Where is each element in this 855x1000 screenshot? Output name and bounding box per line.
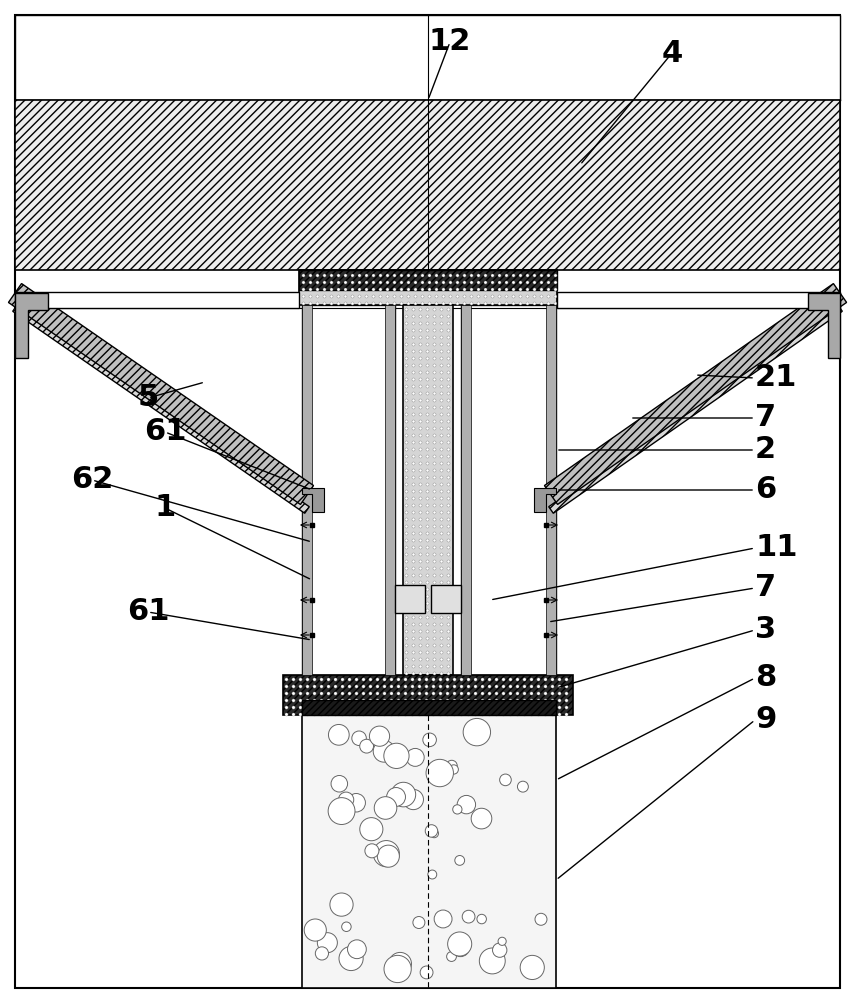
Circle shape bbox=[342, 922, 351, 931]
Polygon shape bbox=[549, 305, 842, 513]
Polygon shape bbox=[13, 305, 310, 513]
Bar bbox=[461, 305, 471, 675]
Circle shape bbox=[428, 870, 437, 879]
Bar bbox=[557, 292, 840, 308]
Circle shape bbox=[391, 782, 416, 807]
Circle shape bbox=[446, 952, 457, 961]
Circle shape bbox=[446, 760, 457, 771]
Circle shape bbox=[406, 748, 424, 766]
Bar bbox=[15, 292, 299, 308]
Circle shape bbox=[377, 845, 399, 867]
Bar bbox=[302, 715, 556, 988]
Text: 21: 21 bbox=[755, 363, 798, 392]
Circle shape bbox=[426, 759, 453, 787]
Circle shape bbox=[520, 955, 545, 980]
Bar bbox=[302, 700, 556, 715]
Circle shape bbox=[386, 788, 405, 806]
Bar bbox=[395, 585, 425, 613]
Text: 7: 7 bbox=[755, 403, 776, 432]
Circle shape bbox=[492, 943, 507, 957]
Circle shape bbox=[477, 914, 486, 924]
Circle shape bbox=[330, 893, 353, 916]
Circle shape bbox=[453, 805, 462, 814]
Bar bbox=[385, 305, 395, 675]
Circle shape bbox=[360, 739, 374, 753]
Text: 1: 1 bbox=[155, 493, 175, 522]
Circle shape bbox=[420, 966, 433, 979]
Bar bbox=[15, 100, 840, 270]
Circle shape bbox=[404, 789, 423, 810]
Circle shape bbox=[384, 743, 409, 768]
Circle shape bbox=[351, 731, 366, 746]
Circle shape bbox=[430, 829, 439, 838]
Circle shape bbox=[498, 937, 506, 945]
Circle shape bbox=[328, 724, 349, 745]
Circle shape bbox=[339, 946, 363, 971]
Text: 12: 12 bbox=[429, 27, 471, 56]
Circle shape bbox=[347, 940, 366, 959]
Bar bbox=[461, 305, 556, 675]
Circle shape bbox=[413, 917, 425, 929]
Bar bbox=[299, 270, 557, 305]
Circle shape bbox=[448, 932, 472, 956]
Circle shape bbox=[331, 775, 348, 792]
Text: 3: 3 bbox=[755, 615, 776, 645]
Circle shape bbox=[457, 795, 475, 814]
Circle shape bbox=[360, 818, 383, 841]
Text: 5: 5 bbox=[138, 383, 159, 412]
Circle shape bbox=[384, 955, 411, 983]
Text: 8: 8 bbox=[755, 664, 776, 692]
Bar bbox=[431, 585, 461, 613]
Circle shape bbox=[535, 913, 547, 925]
Circle shape bbox=[463, 910, 475, 923]
Circle shape bbox=[389, 952, 411, 975]
Circle shape bbox=[315, 947, 328, 960]
Circle shape bbox=[423, 733, 436, 747]
Polygon shape bbox=[15, 293, 48, 358]
Circle shape bbox=[452, 939, 469, 957]
Bar bbox=[302, 305, 395, 675]
Polygon shape bbox=[9, 284, 314, 504]
Text: 4: 4 bbox=[662, 38, 682, 68]
Text: 7: 7 bbox=[755, 574, 776, 602]
Circle shape bbox=[339, 792, 354, 807]
Circle shape bbox=[434, 910, 452, 928]
Circle shape bbox=[455, 856, 464, 865]
Circle shape bbox=[463, 718, 491, 746]
Text: 9: 9 bbox=[755, 706, 776, 734]
Circle shape bbox=[374, 841, 399, 867]
Circle shape bbox=[480, 948, 505, 974]
Circle shape bbox=[304, 919, 327, 941]
Text: 2: 2 bbox=[755, 436, 776, 464]
Polygon shape bbox=[302, 488, 324, 512]
Circle shape bbox=[328, 798, 355, 824]
Bar bbox=[302, 305, 312, 675]
Circle shape bbox=[347, 794, 365, 812]
Circle shape bbox=[369, 726, 390, 746]
Polygon shape bbox=[808, 293, 840, 358]
Circle shape bbox=[317, 933, 338, 953]
Text: 61: 61 bbox=[144, 418, 186, 446]
Bar bbox=[15, 15, 840, 100]
Text: 62: 62 bbox=[71, 466, 113, 494]
Bar bbox=[283, 675, 573, 715]
Circle shape bbox=[374, 740, 395, 762]
Bar bbox=[546, 305, 556, 675]
Circle shape bbox=[471, 808, 492, 829]
Bar bbox=[299, 270, 557, 290]
Circle shape bbox=[425, 825, 438, 837]
Circle shape bbox=[499, 774, 511, 786]
Text: 11: 11 bbox=[755, 534, 798, 562]
Text: 6: 6 bbox=[755, 476, 776, 504]
Circle shape bbox=[365, 844, 379, 858]
Text: 61: 61 bbox=[127, 597, 169, 626]
Polygon shape bbox=[534, 488, 556, 512]
Polygon shape bbox=[545, 284, 846, 504]
Circle shape bbox=[449, 765, 458, 774]
Bar bbox=[403, 305, 453, 675]
Circle shape bbox=[374, 797, 397, 819]
Circle shape bbox=[517, 781, 528, 792]
